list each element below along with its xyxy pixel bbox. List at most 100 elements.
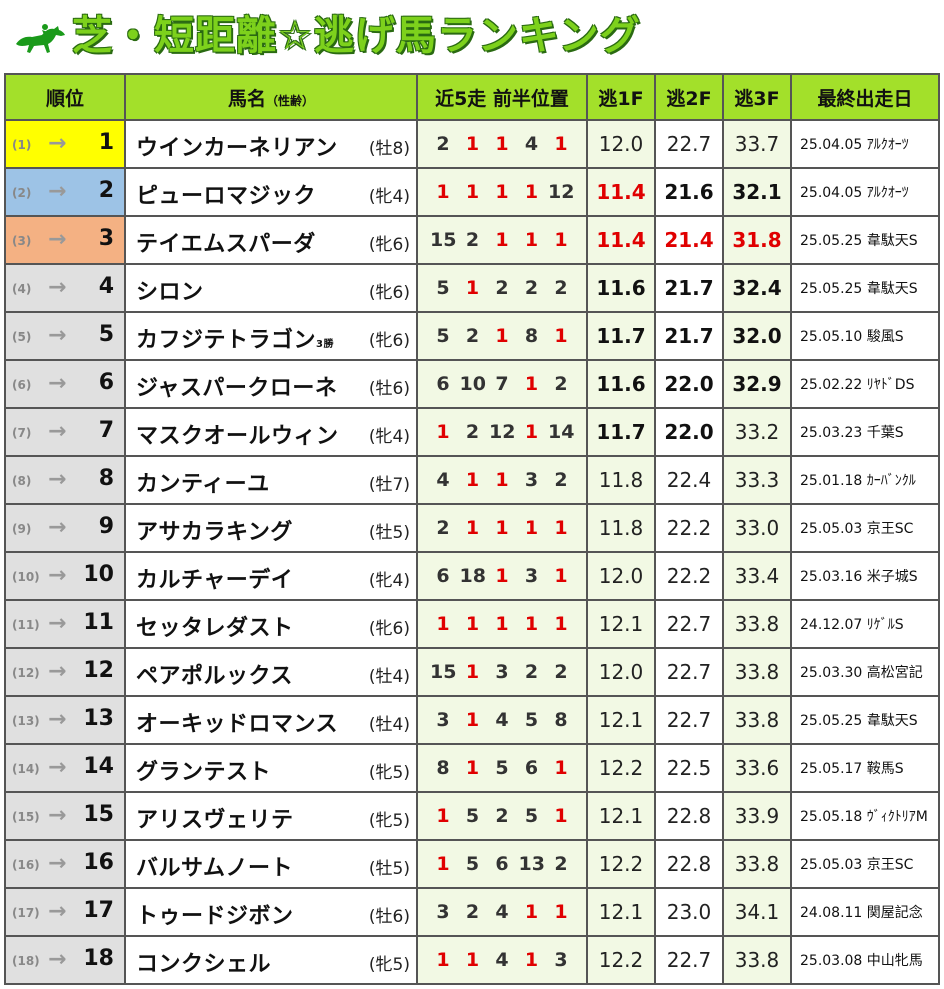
f3-time: 33.6 xyxy=(722,743,792,793)
position-value: 1 xyxy=(436,853,450,875)
last-race: 25.05.25 韋駄天S xyxy=(790,695,940,745)
arrow-right-icon: → xyxy=(48,515,67,540)
sex-age: (牝5) xyxy=(368,763,410,783)
arrow-right-icon: → xyxy=(48,899,67,924)
rank-number: 5 xyxy=(98,322,114,347)
horse-name-text: アサカラキング xyxy=(136,520,293,545)
rank-number: 3 xyxy=(98,226,114,251)
positions-cell: 6 10 7 1 2 xyxy=(416,359,588,409)
name-cell: アサカラキング (牡5) xyxy=(124,503,418,553)
sex-age: (牡5) xyxy=(368,523,410,543)
rank-cell: (13) → 13 xyxy=(4,695,126,745)
arrow-right-icon: → xyxy=(48,323,67,348)
f2-time: 22.7 xyxy=(654,695,724,745)
rank-cell: (2) → 2 xyxy=(4,167,126,217)
position-value: 2 xyxy=(524,277,539,299)
position-value: 1 xyxy=(524,949,539,971)
table-row: (10) → 10 カルチャーデイ (牝4) 6 18 1 3 1 12.0 22.2 33.4 25.0… xyxy=(4,551,940,601)
position-value: 2 xyxy=(436,517,450,539)
f3-time: 33.8 xyxy=(722,935,792,985)
position-value: 13 xyxy=(518,853,545,875)
name-cell: ジャスパークローネ (牡6) xyxy=(124,359,418,409)
rank-number: 8 xyxy=(98,466,114,491)
position-value: 1 xyxy=(524,901,539,923)
sex-age: (牝5) xyxy=(368,811,410,831)
name-cell: セッタレダスト (牝6) xyxy=(124,599,418,649)
rank-cell: (11) → 11 xyxy=(4,599,126,649)
rank-number: 16 xyxy=(83,850,114,875)
header-f3: 逃3F xyxy=(722,73,792,121)
position-value: 1 xyxy=(524,613,539,635)
f2-time: 22.4 xyxy=(654,455,724,505)
header-f1: 逃1F xyxy=(586,73,656,121)
f2-time: 21.4 xyxy=(654,215,724,265)
name-cell: トゥードジボン (牡6) xyxy=(124,887,418,937)
previous-rank: (4) xyxy=(12,282,32,296)
f1-time: 12.2 xyxy=(586,935,656,985)
position-value: 4 xyxy=(495,709,509,731)
title-bar: 芝・短距離☆逃げ馬ランキング xyxy=(0,0,944,70)
horse-name-text: ペアポルックス xyxy=(136,664,293,689)
position-value: 2 xyxy=(554,277,568,299)
name-cell: オーキッドロマンス (牡4) xyxy=(124,695,418,745)
position-value: 5 xyxy=(524,805,539,827)
f3-time: 32.1 xyxy=(722,167,792,217)
f1-time: 11.4 xyxy=(586,215,656,265)
position-value: 2 xyxy=(554,661,568,683)
horse-name: ウインカーネリアン xyxy=(136,130,338,162)
f3-time: 33.0 xyxy=(722,503,792,553)
previous-rank: (2) xyxy=(12,186,32,200)
f3-time: 33.2 xyxy=(722,407,792,457)
position-value: 4 xyxy=(436,469,450,491)
f3-time: 32.0 xyxy=(722,311,792,361)
f2-time: 21.6 xyxy=(654,167,724,217)
position-value: 8 xyxy=(436,757,450,779)
rank-number: 2 xyxy=(98,178,114,203)
position-value: 15 xyxy=(430,229,457,251)
last-race: 25.03.23 千葉S xyxy=(790,407,940,457)
table-row: (6) → 6 ジャスパークローネ (牡6) 6 10 7 1 2 11.6 22.0 32.9 25.0… xyxy=(4,359,940,409)
horse-name: コンクシェル xyxy=(136,946,271,978)
position-value: 1 xyxy=(554,805,568,827)
position-value: 2 xyxy=(465,325,480,347)
table-row: (2) → 2 ピューロマジック (牝4) 1 1 1 1 12 11.4 21.6 32.1 25.04… xyxy=(4,167,940,217)
horse-name-text: グランテスト xyxy=(136,760,272,785)
last-race: 25.05.18 ｳﾞｨｸﾄﾘｱM xyxy=(790,791,940,841)
f3-time: 33.8 xyxy=(722,599,792,649)
position-value: 1 xyxy=(436,949,450,971)
f2-time: 22.7 xyxy=(654,935,724,985)
arrow-right-icon: → xyxy=(48,179,67,204)
f2-time: 22.0 xyxy=(654,407,724,457)
arrow-right-icon: → xyxy=(48,275,67,300)
positions-cell: 15 2 1 1 1 xyxy=(416,215,588,265)
last-race: 25.05.17 鞍馬S xyxy=(790,743,940,793)
position-value: 2 xyxy=(436,133,450,155)
arrow-right-icon: → xyxy=(48,755,67,780)
sex-age: (牡7) xyxy=(368,475,410,495)
f2-time: 22.7 xyxy=(654,647,724,697)
table-header-row: 順位 馬名（性齢） 近5走 前半位置 逃1F 逃2F 逃3F 最終出走日 xyxy=(4,73,940,121)
table-row: (3) → 3 テイエムスパーダ (牝6) 15 2 1 1 1 11.4 21.4 31.8 25.05… xyxy=(4,215,940,265)
position-value: 1 xyxy=(465,757,480,779)
rank-number: 7 xyxy=(98,418,114,443)
f1-time: 12.1 xyxy=(586,887,656,937)
position-value: 1 xyxy=(436,421,450,443)
position-value: 15 xyxy=(430,661,457,683)
f1-time: 11.7 xyxy=(586,407,656,457)
position-value: 5 xyxy=(465,853,480,875)
sex-age: (牝5) xyxy=(368,955,410,975)
horse-name-text: マスクオールウィン xyxy=(136,424,339,449)
f1-time: 12.2 xyxy=(586,839,656,889)
previous-rank: (14) xyxy=(12,762,40,776)
table-row: (18) → 18 コンクシェル (牝5) 1 1 4 1 3 12.2 22.7 33.8 25.03.… xyxy=(4,935,940,985)
sex-age: (牡6) xyxy=(368,907,410,927)
last-race: 25.04.05 ｱﾙｸｵｰﾂ xyxy=(790,167,940,217)
horse-name: バルサムノート xyxy=(136,850,293,882)
positions-cell: 1 5 6 13 2 xyxy=(416,839,588,889)
f2-time: 23.0 xyxy=(654,887,724,937)
horse-name: シロン xyxy=(136,274,204,306)
rank-cell: (1) → 1 xyxy=(4,119,126,169)
